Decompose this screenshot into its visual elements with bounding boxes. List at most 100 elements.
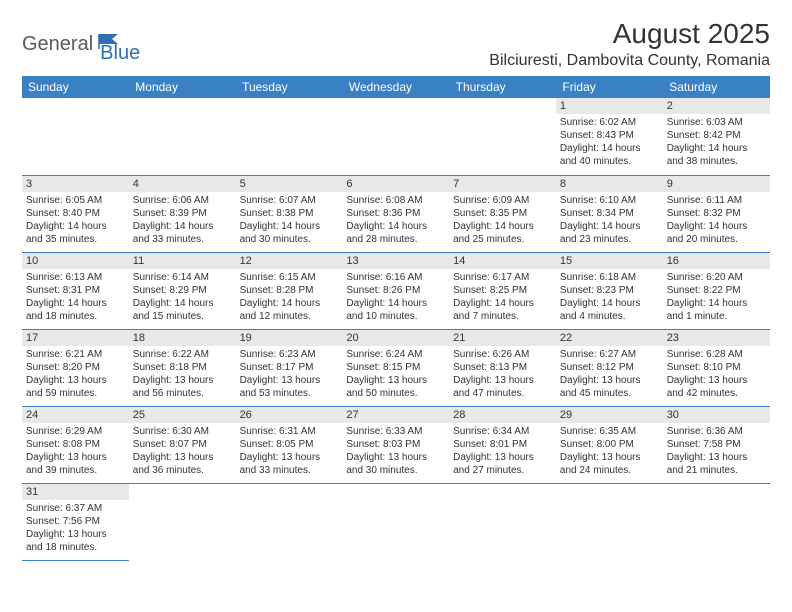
day-cell: 20Sunrise: 6:24 AMSunset: 8:15 PMDayligh… bbox=[342, 329, 449, 406]
day-cell: 12Sunrise: 6:15 AMSunset: 8:28 PMDayligh… bbox=[236, 252, 343, 329]
day-details: Sunrise: 6:35 AMSunset: 8:00 PMDaylight:… bbox=[556, 423, 663, 479]
day-cell: 22Sunrise: 6:27 AMSunset: 8:12 PMDayligh… bbox=[556, 329, 663, 406]
day-details: Sunrise: 6:05 AMSunset: 8:40 PMDaylight:… bbox=[22, 192, 129, 248]
empty-cell bbox=[22, 98, 129, 175]
day-number: 26 bbox=[236, 407, 343, 423]
logo-text-blue: Blue bbox=[100, 42, 140, 65]
day-number: 19 bbox=[236, 330, 343, 346]
day-cell: 23Sunrise: 6:28 AMSunset: 8:10 PMDayligh… bbox=[663, 329, 770, 406]
day-cell: 6Sunrise: 6:08 AMSunset: 8:36 PMDaylight… bbox=[342, 175, 449, 252]
day-number: 7 bbox=[449, 176, 556, 192]
day-header-monday: Monday bbox=[129, 76, 236, 98]
day-number: 9 bbox=[663, 176, 770, 192]
day-details: Sunrise: 6:18 AMSunset: 8:23 PMDaylight:… bbox=[556, 269, 663, 325]
day-number: 12 bbox=[236, 253, 343, 269]
day-number: 10 bbox=[22, 253, 129, 269]
day-details: Sunrise: 6:07 AMSunset: 8:38 PMDaylight:… bbox=[236, 192, 343, 248]
day-details: Sunrise: 6:02 AMSunset: 8:43 PMDaylight:… bbox=[556, 114, 663, 170]
day-cell: 29Sunrise: 6:35 AMSunset: 8:00 PMDayligh… bbox=[556, 406, 663, 483]
day-cell: 14Sunrise: 6:17 AMSunset: 8:25 PMDayligh… bbox=[449, 252, 556, 329]
day-header-wednesday: Wednesday bbox=[342, 76, 449, 98]
day-number: 13 bbox=[342, 253, 449, 269]
week-row: 24Sunrise: 6:29 AMSunset: 8:08 PMDayligh… bbox=[22, 406, 770, 483]
day-cell: 8Sunrise: 6:10 AMSunset: 8:34 PMDaylight… bbox=[556, 175, 663, 252]
day-details: Sunrise: 6:11 AMSunset: 8:32 PMDaylight:… bbox=[663, 192, 770, 248]
day-details: Sunrise: 6:37 AMSunset: 7:56 PMDaylight:… bbox=[22, 500, 129, 556]
day-number: 18 bbox=[129, 330, 236, 346]
day-details: Sunrise: 6:28 AMSunset: 8:10 PMDaylight:… bbox=[663, 346, 770, 402]
day-number: 27 bbox=[342, 407, 449, 423]
day-details: Sunrise: 6:34 AMSunset: 8:01 PMDaylight:… bbox=[449, 423, 556, 479]
day-number: 8 bbox=[556, 176, 663, 192]
week-row: 31Sunrise: 6:37 AMSunset: 7:56 PMDayligh… bbox=[22, 483, 770, 560]
day-header-tuesday: Tuesday bbox=[236, 76, 343, 98]
week-row: 17Sunrise: 6:21 AMSunset: 8:20 PMDayligh… bbox=[22, 329, 770, 406]
day-cell: 11Sunrise: 6:14 AMSunset: 8:29 PMDayligh… bbox=[129, 252, 236, 329]
day-cell: 1Sunrise: 6:02 AMSunset: 8:43 PMDaylight… bbox=[556, 98, 663, 175]
day-cell: 5Sunrise: 6:07 AMSunset: 8:38 PMDaylight… bbox=[236, 175, 343, 252]
page-header: General Blue August 2025 Bilciuresti, Da… bbox=[22, 18, 770, 70]
day-number: 11 bbox=[129, 253, 236, 269]
day-details: Sunrise: 6:09 AMSunset: 8:35 PMDaylight:… bbox=[449, 192, 556, 248]
day-details: Sunrise: 6:13 AMSunset: 8:31 PMDaylight:… bbox=[22, 269, 129, 325]
day-cell: 7Sunrise: 6:09 AMSunset: 8:35 PMDaylight… bbox=[449, 175, 556, 252]
day-cell: 16Sunrise: 6:20 AMSunset: 8:22 PMDayligh… bbox=[663, 252, 770, 329]
day-details: Sunrise: 6:22 AMSunset: 8:18 PMDaylight:… bbox=[129, 346, 236, 402]
day-number: 3 bbox=[22, 176, 129, 192]
day-cell: 17Sunrise: 6:21 AMSunset: 8:20 PMDayligh… bbox=[22, 329, 129, 406]
day-number: 16 bbox=[663, 253, 770, 269]
day-details: Sunrise: 6:33 AMSunset: 8:03 PMDaylight:… bbox=[342, 423, 449, 479]
day-number: 14 bbox=[449, 253, 556, 269]
day-details: Sunrise: 6:21 AMSunset: 8:20 PMDaylight:… bbox=[22, 346, 129, 402]
empty-cell bbox=[449, 98, 556, 175]
empty-cell bbox=[129, 98, 236, 175]
day-number: 1 bbox=[556, 98, 663, 114]
day-details: Sunrise: 6:17 AMSunset: 8:25 PMDaylight:… bbox=[449, 269, 556, 325]
day-number: 5 bbox=[236, 176, 343, 192]
day-number: 24 bbox=[22, 407, 129, 423]
day-cell: 3Sunrise: 6:05 AMSunset: 8:40 PMDaylight… bbox=[22, 175, 129, 252]
day-cell: 24Sunrise: 6:29 AMSunset: 8:08 PMDayligh… bbox=[22, 406, 129, 483]
day-details: Sunrise: 6:08 AMSunset: 8:36 PMDaylight:… bbox=[342, 192, 449, 248]
day-cell: 28Sunrise: 6:34 AMSunset: 8:01 PMDayligh… bbox=[449, 406, 556, 483]
empty-cell bbox=[342, 98, 449, 175]
day-number: 21 bbox=[449, 330, 556, 346]
day-number: 17 bbox=[22, 330, 129, 346]
week-row: 10Sunrise: 6:13 AMSunset: 8:31 PMDayligh… bbox=[22, 252, 770, 329]
day-cell: 30Sunrise: 6:36 AMSunset: 7:58 PMDayligh… bbox=[663, 406, 770, 483]
day-number: 31 bbox=[22, 484, 129, 500]
day-details: Sunrise: 6:23 AMSunset: 8:17 PMDaylight:… bbox=[236, 346, 343, 402]
empty-cell bbox=[663, 483, 770, 560]
empty-cell bbox=[236, 98, 343, 175]
empty-cell bbox=[449, 483, 556, 560]
calendar-body: 1Sunrise: 6:02 AMSunset: 8:43 PMDaylight… bbox=[22, 98, 770, 560]
day-number: 6 bbox=[342, 176, 449, 192]
day-header-saturday: Saturday bbox=[663, 76, 770, 98]
day-cell: 31Sunrise: 6:37 AMSunset: 7:56 PMDayligh… bbox=[22, 483, 129, 560]
day-cell: 18Sunrise: 6:22 AMSunset: 8:18 PMDayligh… bbox=[129, 329, 236, 406]
week-row: 3Sunrise: 6:05 AMSunset: 8:40 PMDaylight… bbox=[22, 175, 770, 252]
day-cell: 26Sunrise: 6:31 AMSunset: 8:05 PMDayligh… bbox=[236, 406, 343, 483]
day-number: 20 bbox=[342, 330, 449, 346]
day-cell: 10Sunrise: 6:13 AMSunset: 8:31 PMDayligh… bbox=[22, 252, 129, 329]
empty-cell bbox=[236, 483, 343, 560]
day-cell: 27Sunrise: 6:33 AMSunset: 8:03 PMDayligh… bbox=[342, 406, 449, 483]
day-cell: 9Sunrise: 6:11 AMSunset: 8:32 PMDaylight… bbox=[663, 175, 770, 252]
day-details: Sunrise: 6:16 AMSunset: 8:26 PMDaylight:… bbox=[342, 269, 449, 325]
location-text: Bilciuresti, Dambovita County, Romania bbox=[489, 52, 770, 70]
day-cell: 13Sunrise: 6:16 AMSunset: 8:26 PMDayligh… bbox=[342, 252, 449, 329]
week-row: 1Sunrise: 6:02 AMSunset: 8:43 PMDaylight… bbox=[22, 98, 770, 175]
logo: General Blue bbox=[22, 24, 140, 65]
empty-cell bbox=[342, 483, 449, 560]
day-number: 30 bbox=[663, 407, 770, 423]
day-cell: 19Sunrise: 6:23 AMSunset: 8:17 PMDayligh… bbox=[236, 329, 343, 406]
day-number: 15 bbox=[556, 253, 663, 269]
empty-cell bbox=[556, 483, 663, 560]
day-details: Sunrise: 6:20 AMSunset: 8:22 PMDaylight:… bbox=[663, 269, 770, 325]
day-cell: 15Sunrise: 6:18 AMSunset: 8:23 PMDayligh… bbox=[556, 252, 663, 329]
day-header-friday: Friday bbox=[556, 76, 663, 98]
day-cell: 25Sunrise: 6:30 AMSunset: 8:07 PMDayligh… bbox=[129, 406, 236, 483]
day-details: Sunrise: 6:10 AMSunset: 8:34 PMDaylight:… bbox=[556, 192, 663, 248]
day-details: Sunrise: 6:14 AMSunset: 8:29 PMDaylight:… bbox=[129, 269, 236, 325]
title-block: August 2025 Bilciuresti, Dambovita Count… bbox=[489, 18, 770, 70]
